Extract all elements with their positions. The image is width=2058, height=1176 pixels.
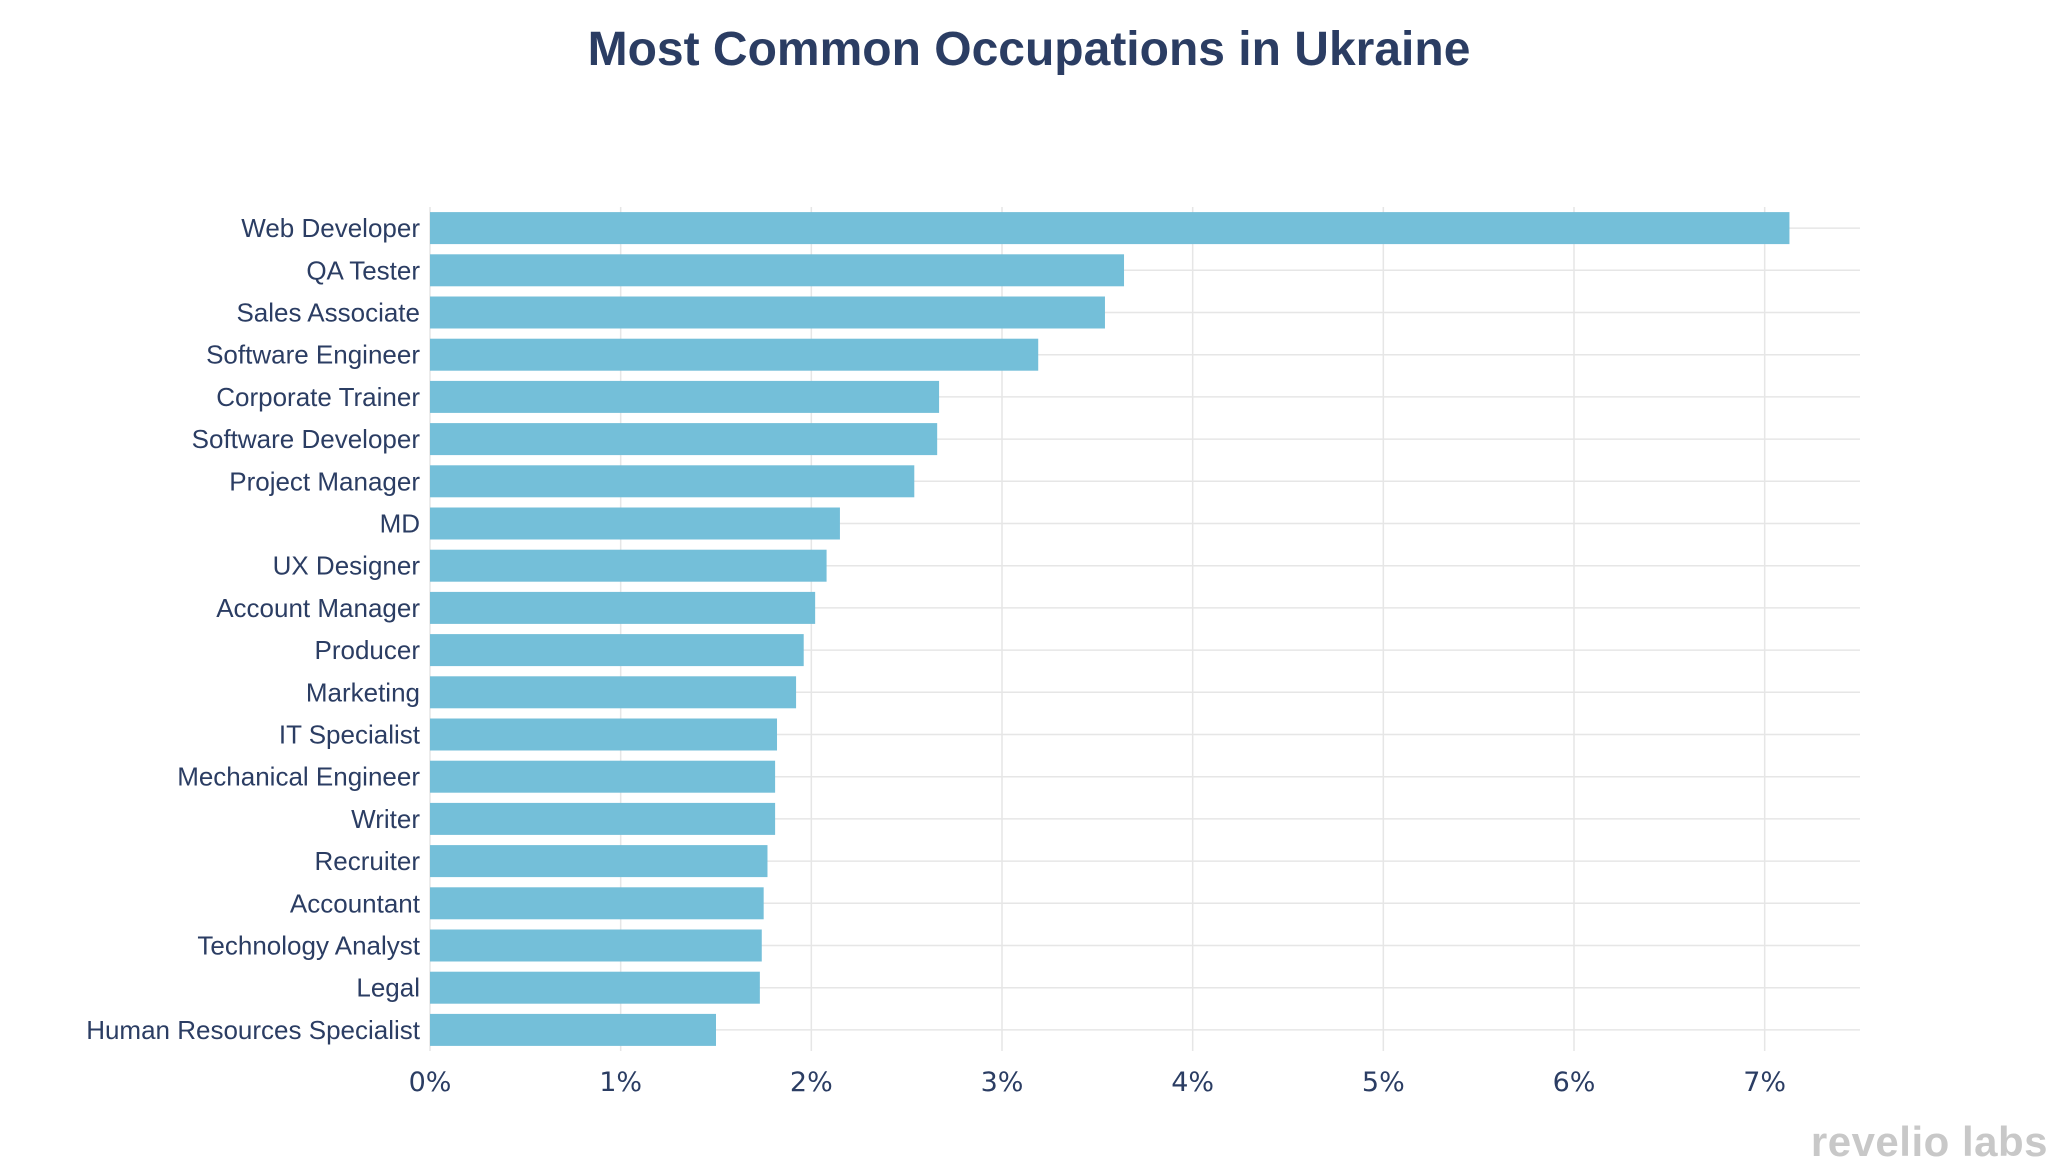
category-label: Corporate Trainer [216, 382, 420, 412]
category-label: QA Tester [306, 255, 420, 285]
bar-accountant [430, 887, 764, 920]
category-label: Web Developer [241, 213, 420, 243]
chart-title: Most Common Occupations in Ukraine [587, 23, 1471, 76]
bar-it-specialist [430, 718, 778, 751]
x-tick-label: 7% [1743, 1067, 1786, 1098]
category-label: Accountant [290, 888, 421, 918]
bar-qa-tester [430, 254, 1125, 287]
category-label: Technology Analyst [197, 931, 420, 961]
category-labels: Web Developer QA Tester Sales Associate Sof… [86, 213, 421, 1045]
bar-project-manager [430, 465, 915, 498]
bar-technology-analyst [430, 929, 762, 962]
bar-mechanical-engineer [430, 760, 776, 793]
bar-producer [430, 634, 804, 667]
x-tick-label: 1% [599, 1067, 642, 1098]
category-label: MD [380, 509, 420, 539]
bar-web-developer [430, 212, 1790, 245]
category-label: Software Engineer [206, 340, 420, 370]
category-label: Project Manager [229, 466, 420, 496]
category-label: Human Resources Specialist [86, 1015, 421, 1045]
bar-md [430, 507, 840, 540]
category-label: Recruiter [315, 846, 421, 876]
category-label: Legal [356, 973, 420, 1003]
x-tick-label: 2% [790, 1067, 833, 1098]
category-label: Producer [315, 635, 421, 665]
category-label: IT Specialist [279, 720, 421, 750]
bar-ux-designer [430, 549, 827, 582]
category-label: UX Designer [273, 551, 421, 581]
category-label: Marketing [306, 677, 420, 707]
category-label: Sales Associate [236, 298, 420, 328]
revelio-labs-logo: revelio labs [1810, 1118, 2048, 1165]
x-tick-labels: 0% 1% 2% 3% 4% 5% 6% 7% [409, 1067, 1787, 1098]
x-tick-label: 6% [1553, 1067, 1596, 1098]
bar-writer [430, 802, 776, 835]
bar-marketing [430, 676, 797, 709]
bar-corporate-trainer [430, 380, 940, 413]
bars [430, 212, 1790, 1046]
grid-lines [429, 207, 1860, 1051]
category-label: Writer [351, 804, 420, 834]
bar-software-developer [430, 423, 938, 456]
x-tick-label: 5% [1362, 1067, 1405, 1098]
bar-software-engineer [430, 338, 1039, 371]
bar-sales-associate [430, 296, 1105, 329]
category-label: Mechanical Engineer [177, 762, 420, 792]
bar-account-manager [430, 591, 816, 624]
x-tick-label: 3% [981, 1067, 1024, 1098]
x-tick-label: 0% [409, 1067, 452, 1098]
x-tick-label: 4% [1171, 1067, 1214, 1098]
category-label: Software Developer [192, 424, 421, 454]
bar-legal [430, 971, 760, 1004]
bar-recruiter [430, 845, 768, 878]
bar-human-resources-specialist [430, 1013, 716, 1046]
category-label: Account Manager [216, 593, 420, 623]
